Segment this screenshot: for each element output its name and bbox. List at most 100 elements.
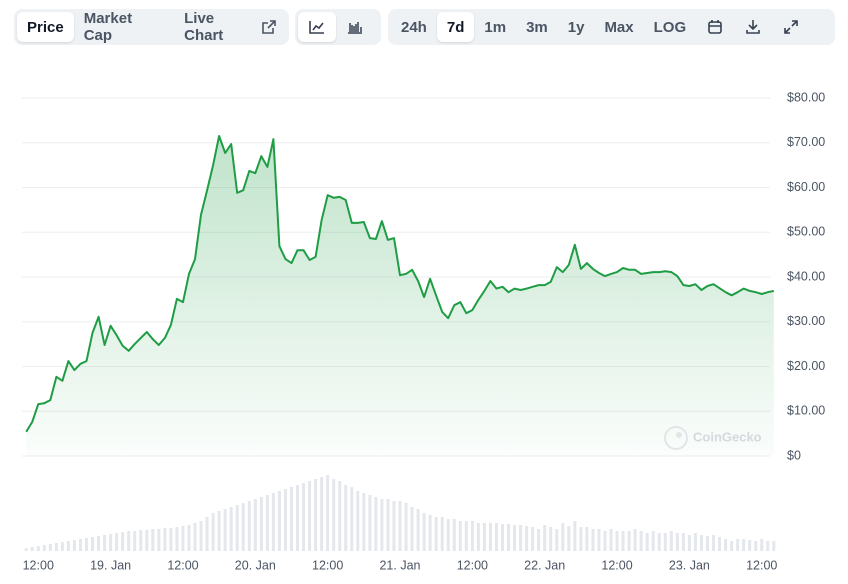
volume-bar	[651, 531, 655, 551]
volume-bar	[742, 539, 746, 551]
chart-type-group	[295, 9, 381, 45]
volume-bar	[639, 531, 643, 551]
volume-bar	[277, 491, 281, 551]
calendar-button[interactable]	[696, 12, 734, 42]
volume-bar	[603, 531, 607, 551]
volume-bar	[169, 528, 173, 551]
volume-bar	[217, 511, 221, 551]
x-tick-label: 12:00	[23, 558, 54, 572]
volume-bar	[127, 531, 131, 551]
volume-bar	[579, 527, 583, 551]
volume-bar	[223, 509, 227, 551]
volume-bar	[543, 525, 547, 551]
volume-bar	[302, 483, 306, 551]
volume-bar	[675, 533, 679, 551]
fullscreen-button[interactable]	[772, 12, 810, 42]
x-tick-label: 20. Jan	[235, 558, 276, 572]
volume-bar	[591, 529, 595, 551]
tab[interactable]: Live Chart	[174, 10, 286, 44]
volume-bar	[488, 523, 492, 551]
x-tick-label: 23. Jan	[669, 558, 710, 572]
volume-bar	[175, 527, 179, 551]
volume-bar	[36, 546, 40, 551]
y-tick-label: $70.00	[787, 135, 825, 149]
volume-bar	[314, 479, 318, 551]
volume-bar	[766, 541, 770, 551]
volume-bar	[103, 535, 107, 551]
volume-bar	[289, 487, 293, 551]
volume-bar	[730, 541, 734, 551]
range-button[interactable]: Max	[604, 18, 634, 36]
volume-bar	[54, 543, 58, 551]
range-group: 24h 7d 1m 3m 1y Max LOG	[388, 9, 835, 45]
volume-bar	[440, 517, 444, 551]
volume-bar	[193, 523, 197, 551]
download-button[interactable]	[734, 12, 772, 42]
volume-bar	[470, 521, 474, 551]
volume-bar	[681, 533, 685, 551]
volume-bar	[446, 519, 450, 551]
y-tick-label: $80.00	[787, 90, 825, 104]
range-button[interactable]: 24h	[401, 18, 427, 36]
volume-bar	[615, 531, 619, 551]
x-tick-label: 22. Jan	[524, 558, 565, 572]
x-tick-label: 12:00	[167, 558, 198, 572]
volume-bar	[772, 541, 776, 551]
price-line	[25, 135, 775, 433]
volume-bar	[24, 548, 28, 551]
volume-bar	[567, 526, 571, 551]
range-button[interactable]: LOG	[653, 18, 687, 36]
tab[interactable]: Price	[17, 12, 74, 42]
volume-bar	[663, 533, 667, 551]
volume-bar	[500, 524, 504, 551]
range-button[interactable]: 1y	[567, 18, 585, 36]
volume-bar	[549, 527, 553, 551]
volume-bar	[392, 501, 396, 551]
volume-bar	[585, 527, 589, 551]
y-tick-label: $40.00	[787, 269, 825, 283]
volume-bar	[422, 513, 426, 551]
volume-bar	[344, 485, 348, 551]
volume-bar	[356, 491, 360, 551]
volume-bar	[308, 481, 312, 551]
volume-bar	[78, 539, 82, 551]
tab[interactable]: Market Cap	[83, 10, 133, 44]
line-chart-button[interactable]	[298, 12, 336, 42]
range-button[interactable]: 3m	[526, 18, 548, 36]
volume-bar	[531, 527, 535, 551]
volume-bar	[211, 513, 215, 551]
volume-bar	[724, 539, 728, 551]
volume-bar	[350, 487, 354, 551]
icon	[708, 20, 722, 34]
volume-bar	[482, 523, 486, 551]
volume-bar	[718, 537, 722, 551]
volume-bar	[597, 529, 601, 551]
volume-bar	[555, 529, 559, 551]
volume-bar	[627, 531, 631, 551]
range-button[interactable]: 7d	[436, 12, 475, 42]
volume-bar	[693, 533, 697, 551]
volume-bar	[645, 533, 649, 551]
range-button[interactable]: 1m	[484, 18, 507, 36]
x-tick-label: 12:00	[457, 558, 488, 572]
volume-bar	[736, 539, 740, 551]
volume-bar	[452, 519, 456, 551]
volume-bar	[205, 517, 209, 551]
x-tick-label: 19. Jan	[90, 558, 131, 572]
volume-bar	[368, 495, 372, 551]
watermark-text: CoinGecko	[693, 429, 762, 444]
volume-bar	[699, 535, 703, 551]
volume-bar	[326, 475, 330, 551]
x-tick-label: 12:00	[312, 558, 343, 572]
candle-chart-button[interactable]	[336, 12, 374, 42]
volume-bar	[573, 521, 577, 551]
x-tick-label: 12:00	[601, 558, 632, 572]
volume-bar	[476, 523, 480, 551]
volume-bar	[657, 533, 661, 551]
volume-bar	[525, 526, 529, 551]
volume-bar	[537, 529, 541, 551]
volume-bar	[362, 493, 366, 551]
volume-bar	[458, 521, 462, 551]
